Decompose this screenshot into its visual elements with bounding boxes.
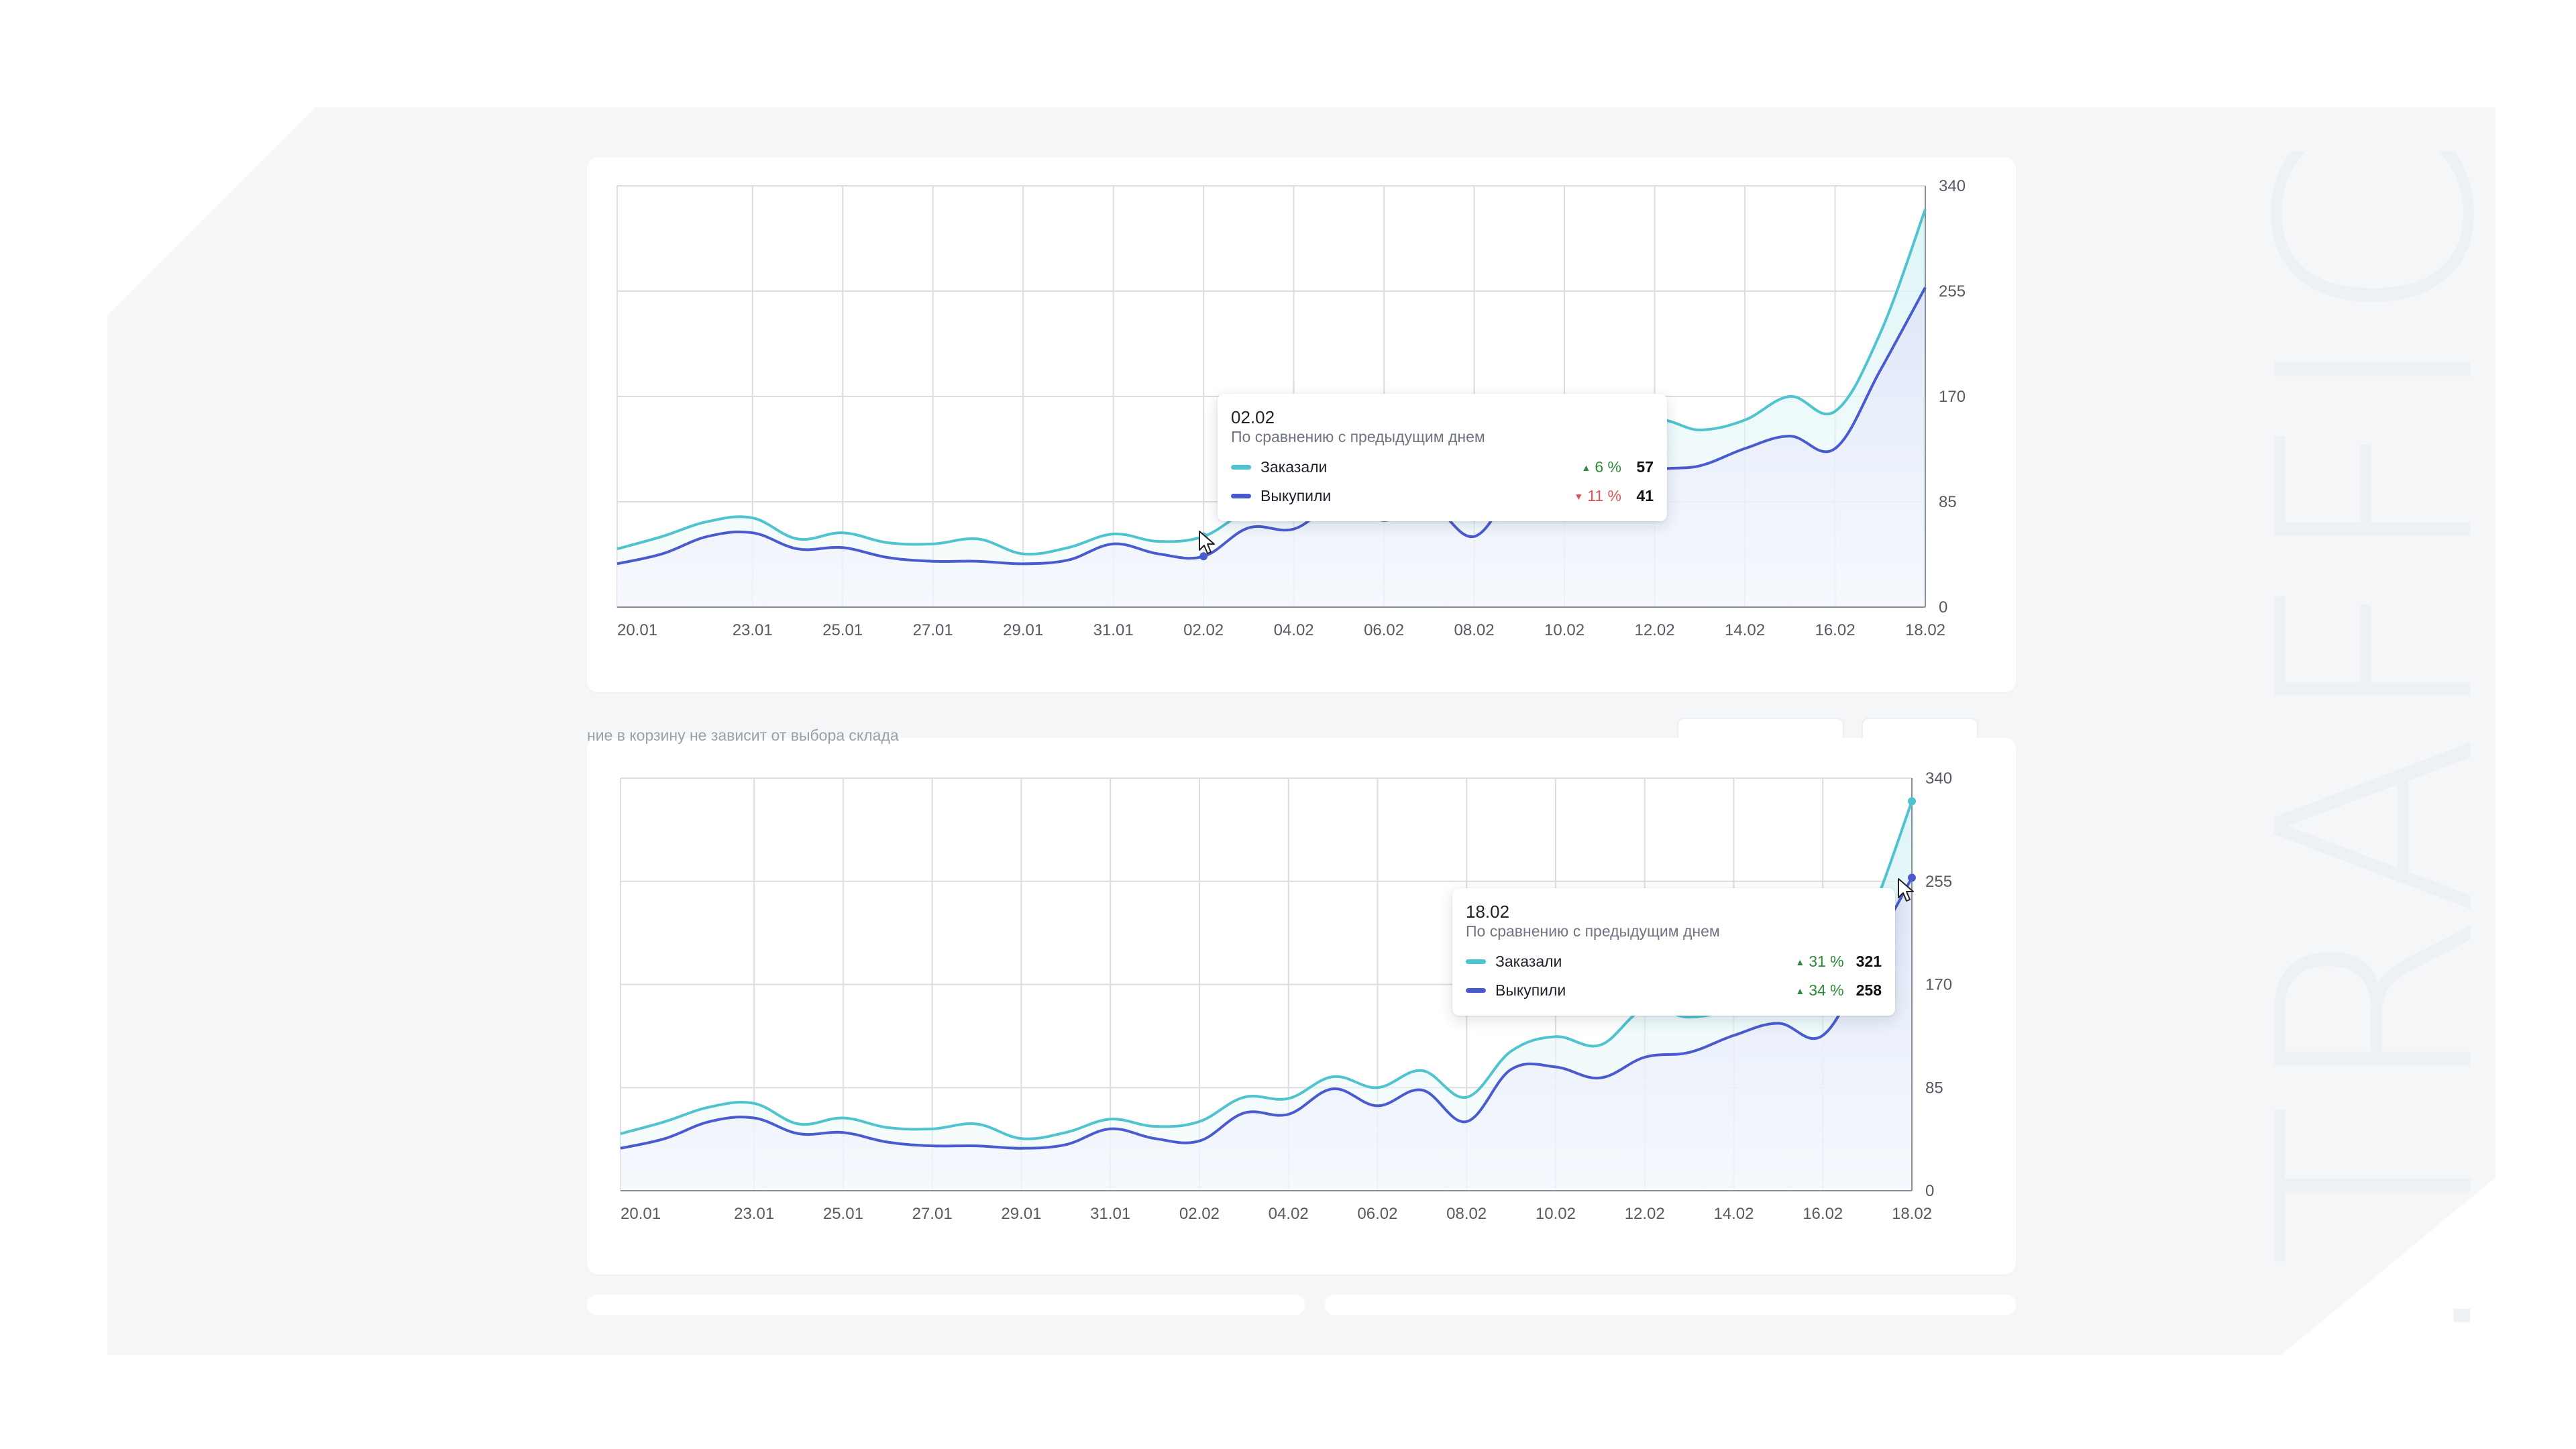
mouse-cursor-icon (1199, 531, 1215, 554)
hover-point-ordered (1908, 797, 1916, 806)
y-tick-label: 85 (1925, 1079, 1943, 1097)
x-tick-label: 04.02 (1274, 621, 1314, 639)
x-tick-label: 10.02 (1536, 1205, 1576, 1223)
delta-up: ▲ 31 % (1795, 953, 1843, 971)
tooltip-delta: 11 % (1587, 487, 1621, 504)
y-tick-label: 170 (1925, 976, 1952, 994)
x-tick-label: 20.01 (617, 621, 657, 639)
tooltip-series-name: Заказали (1495, 953, 1562, 970)
series-line-bought (620, 877, 1913, 1150)
card-stub-left (587, 1295, 1305, 1315)
x-tick-label: 10.02 (1544, 621, 1585, 639)
x-tick-label: 27.01 (913, 621, 953, 639)
x-tick-label: 08.02 (1446, 1205, 1487, 1223)
x-tick-label: 18.02 (1905, 621, 1945, 639)
y-tick-label: 85 (1939, 493, 1957, 511)
x-tick-label: 14.02 (1725, 621, 1765, 639)
y-tick-label: 0 (1925, 1182, 1934, 1200)
tooltip-row-ordered: Заказали ▲ 31 % 321 (1466, 947, 1882, 976)
triangle-up-icon: ▲ (1795, 985, 1805, 996)
tooltip-delta: 6 % (1595, 458, 1621, 476)
x-tick-label: 06.02 (1357, 1205, 1397, 1223)
mouse-cursor-icon (1898, 878, 1914, 902)
tooltip-value: 321 (1856, 953, 1882, 970)
tooltip-date: 18.02 (1466, 902, 1510, 922)
hover-point-bought (1199, 552, 1208, 561)
bought-swatch (1231, 494, 1251, 498)
y-tick-label: 340 (1939, 177, 1966, 195)
tooltip-delta: 31 % (1809, 953, 1844, 970)
ordered-swatch (1466, 959, 1486, 964)
delta-up: ▲ 34 % (1795, 981, 1843, 1000)
tooltip-value: 57 (1636, 458, 1654, 476)
x-tick-label: 16.02 (1803, 1205, 1843, 1223)
x-tick-label: 31.01 (1093, 621, 1134, 639)
tooltip-delta: 34 % (1809, 981, 1844, 999)
x-tick-label: 16.02 (1815, 621, 1855, 639)
x-tick-label: 25.01 (823, 1205, 863, 1223)
x-tick-label: 18.02 (1892, 1205, 1932, 1223)
ordered-swatch (1231, 465, 1251, 470)
x-tick-label: 29.01 (1003, 621, 1043, 639)
triangle-up-icon: ▲ (1581, 462, 1591, 473)
x-tick-label: 12.02 (1635, 621, 1675, 639)
tooltip-row-bought: Выкупили ▲ 34 % 258 (1466, 976, 1882, 1005)
y-tick-label: 255 (1939, 282, 1966, 301)
tooltip-subtitle: По сравнению с предыдущим днем (1466, 922, 1720, 940)
x-tick-label: 08.02 (1454, 621, 1495, 639)
tooltip-series-name: Выкупили (1260, 487, 1332, 504)
x-tick-label: 20.01 (621, 1205, 661, 1223)
series-line-bought (616, 286, 1927, 566)
bought-swatch (1466, 988, 1486, 993)
x-tick-label: 31.01 (1090, 1205, 1130, 1223)
tooltip-row-bought: Выкупили ▼ 11 % 41 (1231, 482, 1654, 511)
chart-tooltip-bottom: 18.02 По сравнению с предыдущим днем Зак… (1452, 888, 1895, 1016)
x-tick-label: 27.01 (912, 1205, 953, 1223)
x-tick-label: 02.02 (1183, 621, 1224, 639)
tooltip-row-ordered: Заказали ▲ 6 % 57 (1231, 453, 1654, 482)
triangle-up-icon: ▲ (1795, 956, 1805, 967)
hover-point-bought (1908, 873, 1916, 882)
triangle-down-icon: ▼ (1574, 490, 1584, 502)
delta-up: ▲ 6 % (1582, 458, 1622, 476)
x-tick-label: 12.02 (1625, 1205, 1665, 1223)
area-bought (617, 287, 1925, 607)
delta-down: ▼ 11 % (1574, 487, 1621, 505)
x-tick-label: 06.02 (1364, 621, 1404, 639)
chart-2: 340 255 170 85 0 20.01 23.01 25.01 27.01 29.01 31.… (620, 769, 1952, 1223)
tooltip-value: 41 (1636, 487, 1654, 504)
y-tick-label: 255 (1925, 873, 1952, 891)
partial-note: ние в корзину не зависит от выбора склад… (587, 727, 899, 744)
chart-tooltip-top: 02.02 По сравнению с предыдущим днем Зак… (1218, 394, 1667, 521)
y-tick-label: 340 (1925, 769, 1952, 788)
tooltip-series-name: Заказали (1260, 458, 1328, 476)
y-tick-label: 0 (1939, 598, 1947, 616)
area-bought (621, 877, 1912, 1191)
card-stub-right (1325, 1295, 2016, 1315)
x-tick-label: 04.02 (1269, 1205, 1309, 1223)
y-tick-label: 170 (1939, 388, 1966, 406)
x-tick-label: 14.02 (1713, 1205, 1754, 1223)
x-tick-label: 02.02 (1179, 1205, 1220, 1223)
tooltip-subtitle: По сравнению с предыдущим днем (1231, 428, 1485, 445)
x-tick-label: 23.01 (734, 1205, 774, 1223)
tooltip-date: 02.02 (1231, 407, 1275, 427)
x-tick-label: 29.01 (1001, 1205, 1041, 1223)
x-tick-label: 23.01 (733, 621, 773, 639)
x-tick-label: 25.01 (822, 621, 863, 639)
tooltip-series-name: Выкупили (1495, 981, 1566, 999)
tooltip-value: 258 (1856, 981, 1882, 999)
